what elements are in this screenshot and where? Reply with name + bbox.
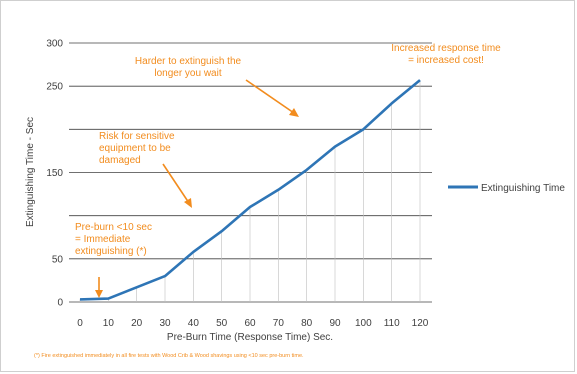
annotation-line: Risk for sensitive [99, 131, 175, 142]
arrow-risk [162, 163, 190, 204]
annotation-line: longer you wait [154, 68, 221, 79]
annotation-arrows [95, 79, 299, 298]
arrow-harder [245, 79, 295, 114]
y-tick-label: 50 [52, 254, 64, 265]
annotation-line: Increased response time [391, 43, 501, 54]
x-tick-labels: 0 10 20 30 40 50 60 70 80 90 100 110 120 [77, 318, 429, 329]
x-tick-label: 40 [188, 318, 200, 329]
x-tick-label: 90 [329, 318, 341, 329]
annotation-line: equipment to be [99, 143, 171, 154]
x-tick-label: 50 [216, 318, 228, 329]
drop-lines [79, 80, 421, 302]
annotation-line: = Immediate [75, 234, 131, 245]
x-tick-label: 120 [412, 318, 429, 329]
y-tick-label: 300 [46, 39, 63, 50]
y-tick-label: 0 [57, 298, 63, 309]
arrow-harder-head [289, 108, 299, 117]
series-line [79, 79, 421, 301]
annotations: Harder to extinguish the longer you wait I… [75, 43, 501, 257]
x-tick-label: 0 [77, 318, 83, 329]
x-tick-label: 10 [103, 318, 115, 329]
x-tick-label: 30 [159, 318, 171, 329]
annotation-text: Harder to extinguish the longer you wait [135, 56, 242, 79]
y-tick-label: 250 [46, 82, 63, 93]
y-axis-label: Extinguishing Time - Sec [25, 117, 36, 227]
x-tick-label: 100 [355, 318, 372, 329]
x-tick-label: 80 [301, 318, 313, 329]
annotation-line: Harder to extinguish the [135, 56, 242, 67]
y-tick-label: 150 [46, 168, 63, 179]
x-tick-label: 110 [384, 318, 400, 329]
x-tick-label: 60 [244, 318, 256, 329]
x-axis-label: Pre-Burn Time (Response Time) Sec. [167, 332, 333, 343]
annotation-line: extinguishing (*) [75, 246, 147, 257]
gridlines [69, 42, 432, 303]
annotation-line: Pre-burn <10 sec [75, 222, 152, 233]
y-tick-labels: 0 50 150 250 300 [46, 39, 63, 309]
x-tick-label: 20 [131, 318, 143, 329]
arrow-risk-head [184, 198, 192, 208]
series-lines [79, 79, 421, 301]
annotation-text: Risk for sensitive equipment to be damaged [99, 131, 175, 166]
legend-label: Extinguishing Time [481, 183, 565, 194]
arrow-preburn-head [95, 290, 103, 298]
annotation-text: Pre-burn <10 sec = Immediate extinguishing… [75, 222, 152, 257]
annotation-text: Increased response time = increased cost! [391, 43, 501, 66]
annotation-line: damaged [99, 155, 141, 166]
x-tick-label: 70 [273, 318, 285, 329]
annotation-line: = increased cost! [408, 55, 484, 66]
footnote: (*) Fire extinguished immediately in all… [34, 353, 304, 359]
